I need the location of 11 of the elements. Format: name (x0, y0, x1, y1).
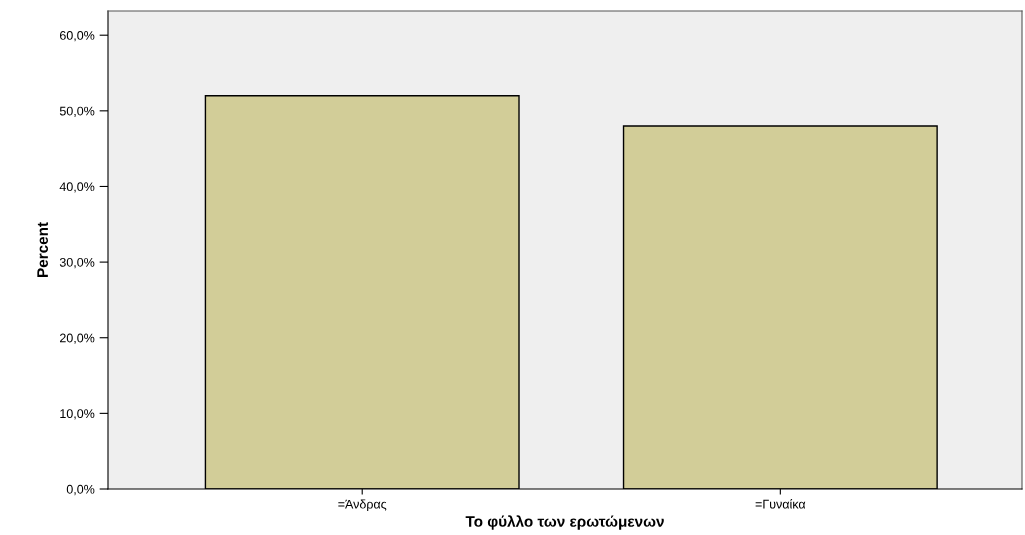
y-axis-title: Percent (37, 222, 49, 277)
y-tick-label: 30,0% (59, 257, 95, 269)
x-tick-label: =Γυναίκα (755, 499, 806, 509)
y-tick-label: 40,0% (59, 182, 95, 193)
x-tick-label: =Άνδρας (338, 499, 387, 512)
y-tick-label: 10,0% (60, 409, 95, 420)
y-tick-label: 0,0% (66, 484, 95, 496)
y-tick-label: 50,0% (59, 106, 95, 117)
y-tick-label: 20,0% (59, 333, 95, 344)
y-tick-label: 60,0% (60, 31, 95, 42)
x-axis-title: Το φύλλο των ερωτώμενων (465, 515, 664, 530)
